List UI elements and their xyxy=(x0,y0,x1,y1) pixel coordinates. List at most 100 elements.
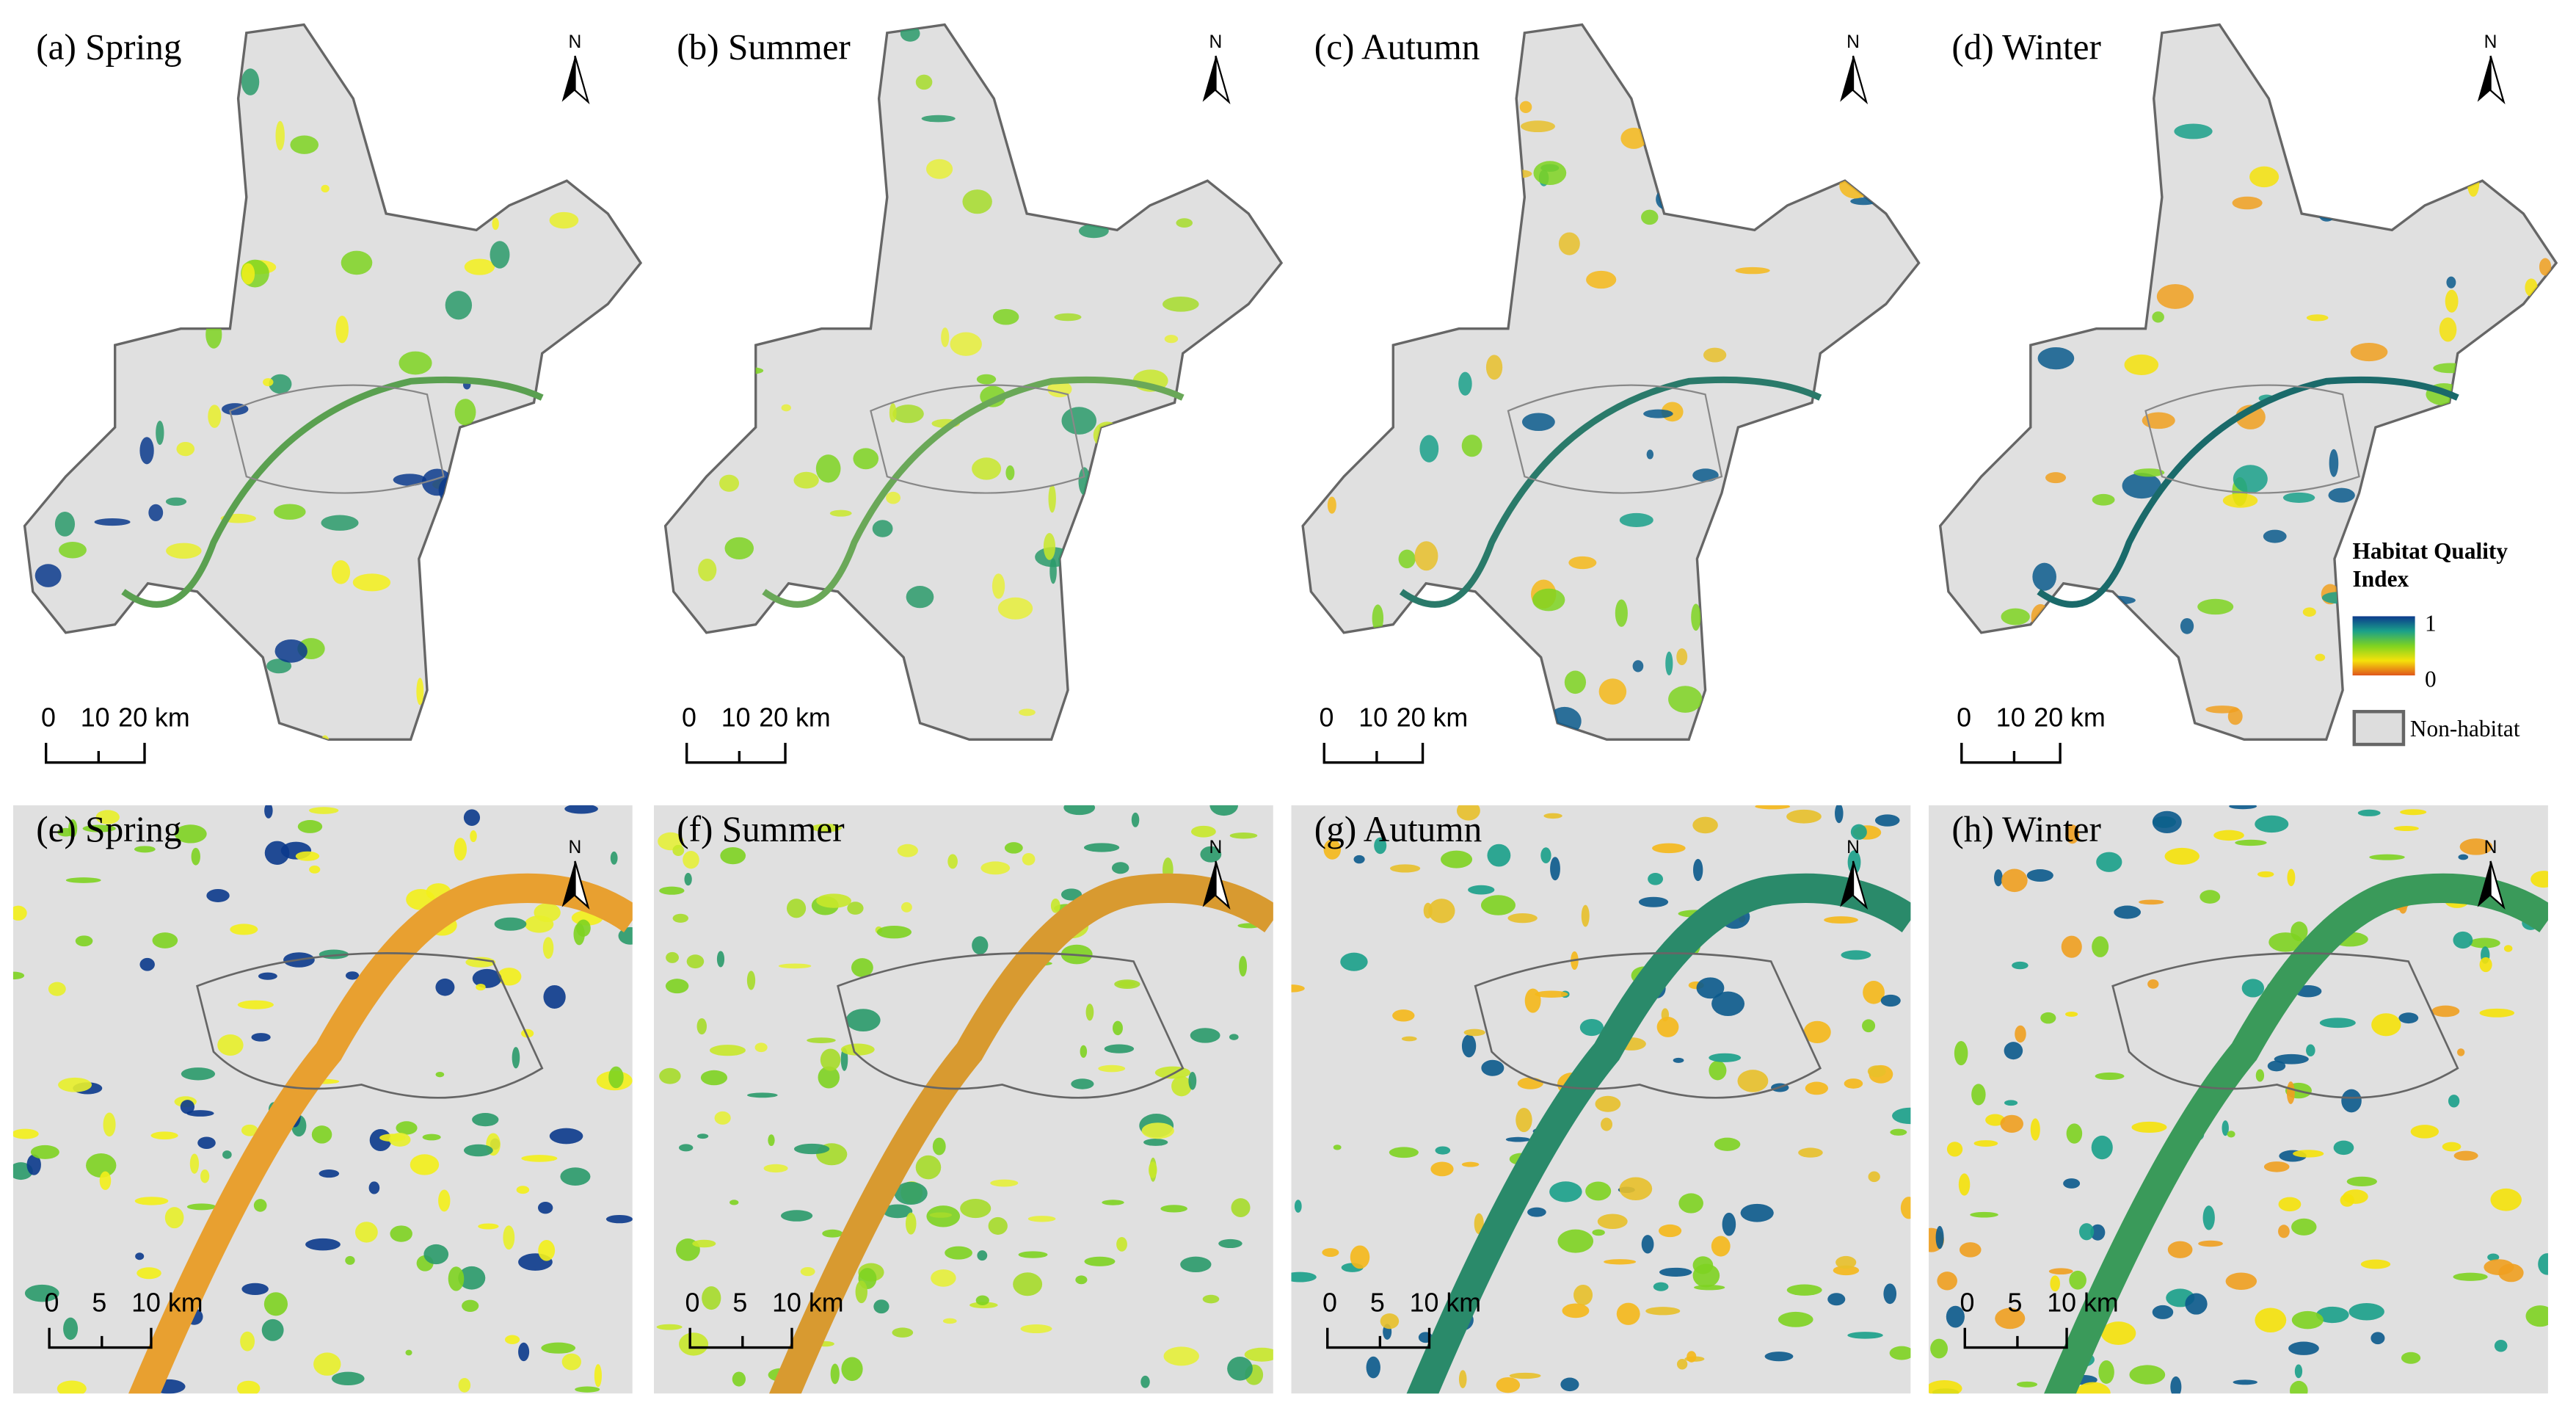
habitat-patch xyxy=(2131,1121,2167,1133)
habitat-patch xyxy=(438,1189,451,1212)
habitat-patch xyxy=(2341,1089,2362,1113)
habitat-patch xyxy=(463,1144,493,1157)
habitat-patch xyxy=(1401,1036,1417,1042)
north-arrow xyxy=(1852,860,1869,910)
scale-label: 20 km xyxy=(2034,703,2105,732)
habitat-patch xyxy=(1239,956,1248,977)
habitat-patch xyxy=(1711,1236,1731,1257)
habitat-patch xyxy=(976,374,997,385)
habitat-patch xyxy=(1331,208,1354,228)
habitat-patch xyxy=(1496,1376,1521,1393)
habitat-patch xyxy=(1333,1145,1342,1150)
map-panel: (e) Spring N 0 5 10 km xyxy=(12,805,633,1394)
habitat-patch xyxy=(2185,1293,2208,1315)
non-habitat-area xyxy=(12,805,633,1394)
habitat-patch xyxy=(2225,1272,2257,1290)
habitat-patch xyxy=(1935,1225,1944,1249)
habitat-patch xyxy=(1200,846,1222,863)
habitat-patch xyxy=(794,1143,830,1155)
map-panel: (d) Winter N0 10 20 km xyxy=(1939,23,2558,764)
habitat-patch xyxy=(889,403,897,423)
habitat-patch xyxy=(1100,592,1107,601)
scale-bar xyxy=(44,742,146,764)
habitat-patch xyxy=(1085,722,1121,740)
habitat-patch xyxy=(2202,1205,2215,1230)
scale-label: 0 xyxy=(1957,703,1971,732)
habitat-patch xyxy=(2124,354,2159,375)
habitat-patch xyxy=(972,457,1002,480)
habitat-patch xyxy=(786,899,807,918)
habitat-patch xyxy=(758,623,787,649)
habitat-patch xyxy=(230,924,258,935)
habitat-patch xyxy=(2539,596,2553,625)
habitat-patch xyxy=(1597,1214,1628,1230)
map-panel: (h) Winter N 0 5 10 km xyxy=(1929,805,2548,1394)
habitat-patch xyxy=(1533,161,1567,186)
habitat-patch xyxy=(423,1244,449,1265)
scale-label: 0 xyxy=(685,1288,699,1317)
habitat-patch xyxy=(622,327,641,356)
habitat-patch xyxy=(2026,738,2056,740)
habitat-patch xyxy=(103,1112,116,1137)
habitat-patch xyxy=(503,91,541,109)
habitat-patch xyxy=(537,1201,553,1214)
habitat-patch xyxy=(2442,1142,2462,1152)
habitat-patch xyxy=(2075,1382,2111,1394)
habitat-patch xyxy=(454,399,476,426)
habitat-patch xyxy=(2063,1178,2081,1189)
habitat-patch xyxy=(2525,278,2538,297)
habitat-patch xyxy=(297,820,323,833)
north-label: N xyxy=(569,838,582,857)
habitat-patch xyxy=(1325,146,1351,170)
habitat-patch xyxy=(746,971,756,990)
habitat-patch xyxy=(1665,651,1673,675)
habitat-patch xyxy=(1495,105,1516,124)
habitat-patch xyxy=(345,1255,355,1265)
legend-title: Habitat Quality xyxy=(2353,538,2508,564)
habitat-patch xyxy=(840,1043,875,1056)
urban-boundary xyxy=(1507,384,1723,494)
habitat-patch xyxy=(1714,1137,1741,1151)
habitat-patch xyxy=(1218,1238,1242,1249)
habitat-patch xyxy=(1398,549,1416,569)
habitat-patch xyxy=(2329,449,2339,477)
habitat-patch xyxy=(331,560,351,584)
habitat-patch xyxy=(776,615,795,645)
habitat-patch xyxy=(1581,904,1590,927)
habitat-patch xyxy=(1970,1211,1998,1218)
habitat-patch xyxy=(1710,730,1724,737)
habitat-patch xyxy=(2120,137,2155,162)
habitat-patch xyxy=(608,1066,624,1089)
habitat-patch xyxy=(915,1155,942,1180)
habitat-patch xyxy=(1063,805,1096,816)
habitat-patch xyxy=(846,739,854,748)
habitat-patch xyxy=(754,322,785,336)
habitat-patch xyxy=(416,678,424,706)
habitat-patch xyxy=(1646,449,1654,460)
habitat-patch xyxy=(746,128,754,146)
habitat-patch xyxy=(1131,812,1140,827)
habitat-patch xyxy=(679,1144,694,1152)
habitat-patch xyxy=(1322,1248,1339,1258)
habitat-patch xyxy=(208,405,222,428)
habitat-patch xyxy=(1543,813,1562,819)
legend-max: 1 xyxy=(2425,611,2437,636)
north-label: N xyxy=(1209,32,1223,52)
habitat-patch xyxy=(1061,407,1096,435)
habitat-patch xyxy=(2092,936,2109,957)
habitat-patch xyxy=(258,972,277,980)
habitat-patch xyxy=(2142,412,2175,429)
habitat-patch xyxy=(2167,1241,2193,1258)
habitat-patch xyxy=(26,1154,41,1175)
habitat-patch xyxy=(1954,1040,1968,1066)
habitat-patch xyxy=(1463,272,1496,291)
scale-bar xyxy=(685,742,787,764)
habitat-patch xyxy=(206,888,230,902)
habitat-patch xyxy=(1722,1212,1736,1236)
north-arrow xyxy=(1852,55,1869,105)
habitat-patch xyxy=(2333,1140,2354,1156)
habitat-patch xyxy=(65,877,101,883)
habitat-patch xyxy=(975,1295,989,1306)
habitat-patch xyxy=(12,1128,39,1139)
habitat-patch xyxy=(2443,646,2481,661)
